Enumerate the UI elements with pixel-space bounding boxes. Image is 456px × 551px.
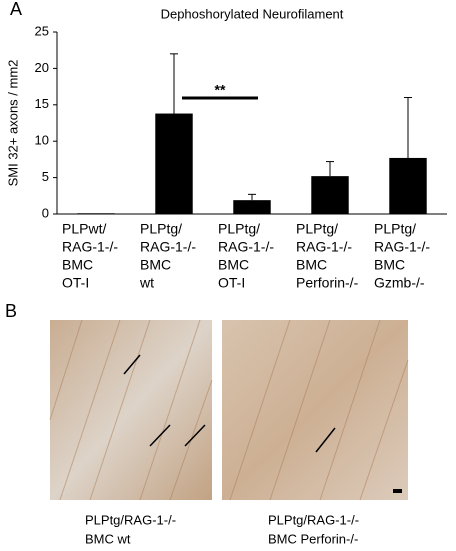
x-tick-label: BMC xyxy=(140,257,171,273)
error-bar xyxy=(170,53,178,114)
x-tick-label: PLPtg/ xyxy=(374,221,416,237)
x-tick-label: RAG-1-/- xyxy=(140,239,196,255)
x-tick-label: OT-I xyxy=(218,275,245,291)
panel-label: A xyxy=(10,0,22,19)
image-caption: BMC wt xyxy=(85,531,131,546)
x-tick-label: RAG-1-/- xyxy=(296,239,352,255)
error-bar xyxy=(404,97,412,158)
x-tick-label: RAG-1-/- xyxy=(374,239,430,255)
y-tick-label: 15 xyxy=(35,96,49,111)
bar xyxy=(311,176,349,214)
micrograph xyxy=(222,319,409,501)
x-tick-label: BMC xyxy=(218,257,249,273)
micrograph xyxy=(49,319,213,501)
x-tick-label: Gzmb-/- xyxy=(374,275,425,291)
x-tick-label: Perforin-/- xyxy=(296,275,359,291)
image-caption: PLPtg/RAG-1-/- xyxy=(85,512,176,527)
bar xyxy=(233,200,271,214)
bar xyxy=(389,157,427,214)
x-tick-label: PLPwt/ xyxy=(62,221,106,237)
x-tick-label: PLPtg/ xyxy=(218,221,260,237)
chart-title: Dephoshorylated Neurofilament xyxy=(161,6,344,21)
y-tick-label: 0 xyxy=(42,205,49,220)
image-caption: PLPtg/RAG-1-/- xyxy=(268,512,359,527)
x-tick-label: RAG-1-/- xyxy=(218,239,274,255)
bar xyxy=(77,213,115,215)
significance-label: ** xyxy=(215,82,226,98)
y-tick-label: 10 xyxy=(35,133,49,148)
x-tick-label: BMC xyxy=(374,257,405,273)
bar xyxy=(155,113,193,214)
x-tick-label: PLPtg/ xyxy=(296,221,338,237)
error-bar xyxy=(248,193,256,201)
y-axis-label: SMI 32+ axons / mm2 xyxy=(5,60,20,187)
x-tick-label: BMC xyxy=(296,257,327,273)
error-bar xyxy=(326,161,334,177)
image-caption: BMC Perforin-/- xyxy=(268,531,358,546)
y-tick-label: 5 xyxy=(42,169,49,184)
x-tick-label: PLPtg/ xyxy=(140,221,182,237)
x-tick-label: wt xyxy=(139,275,154,291)
y-tick-label: 20 xyxy=(35,60,49,75)
panel-label: B xyxy=(5,301,17,321)
y-tick-label: 25 xyxy=(35,23,49,38)
x-tick-label: RAG-1-/- xyxy=(62,239,118,255)
x-tick-label: BMC xyxy=(62,257,93,273)
x-tick-label: OT-I xyxy=(62,275,89,291)
